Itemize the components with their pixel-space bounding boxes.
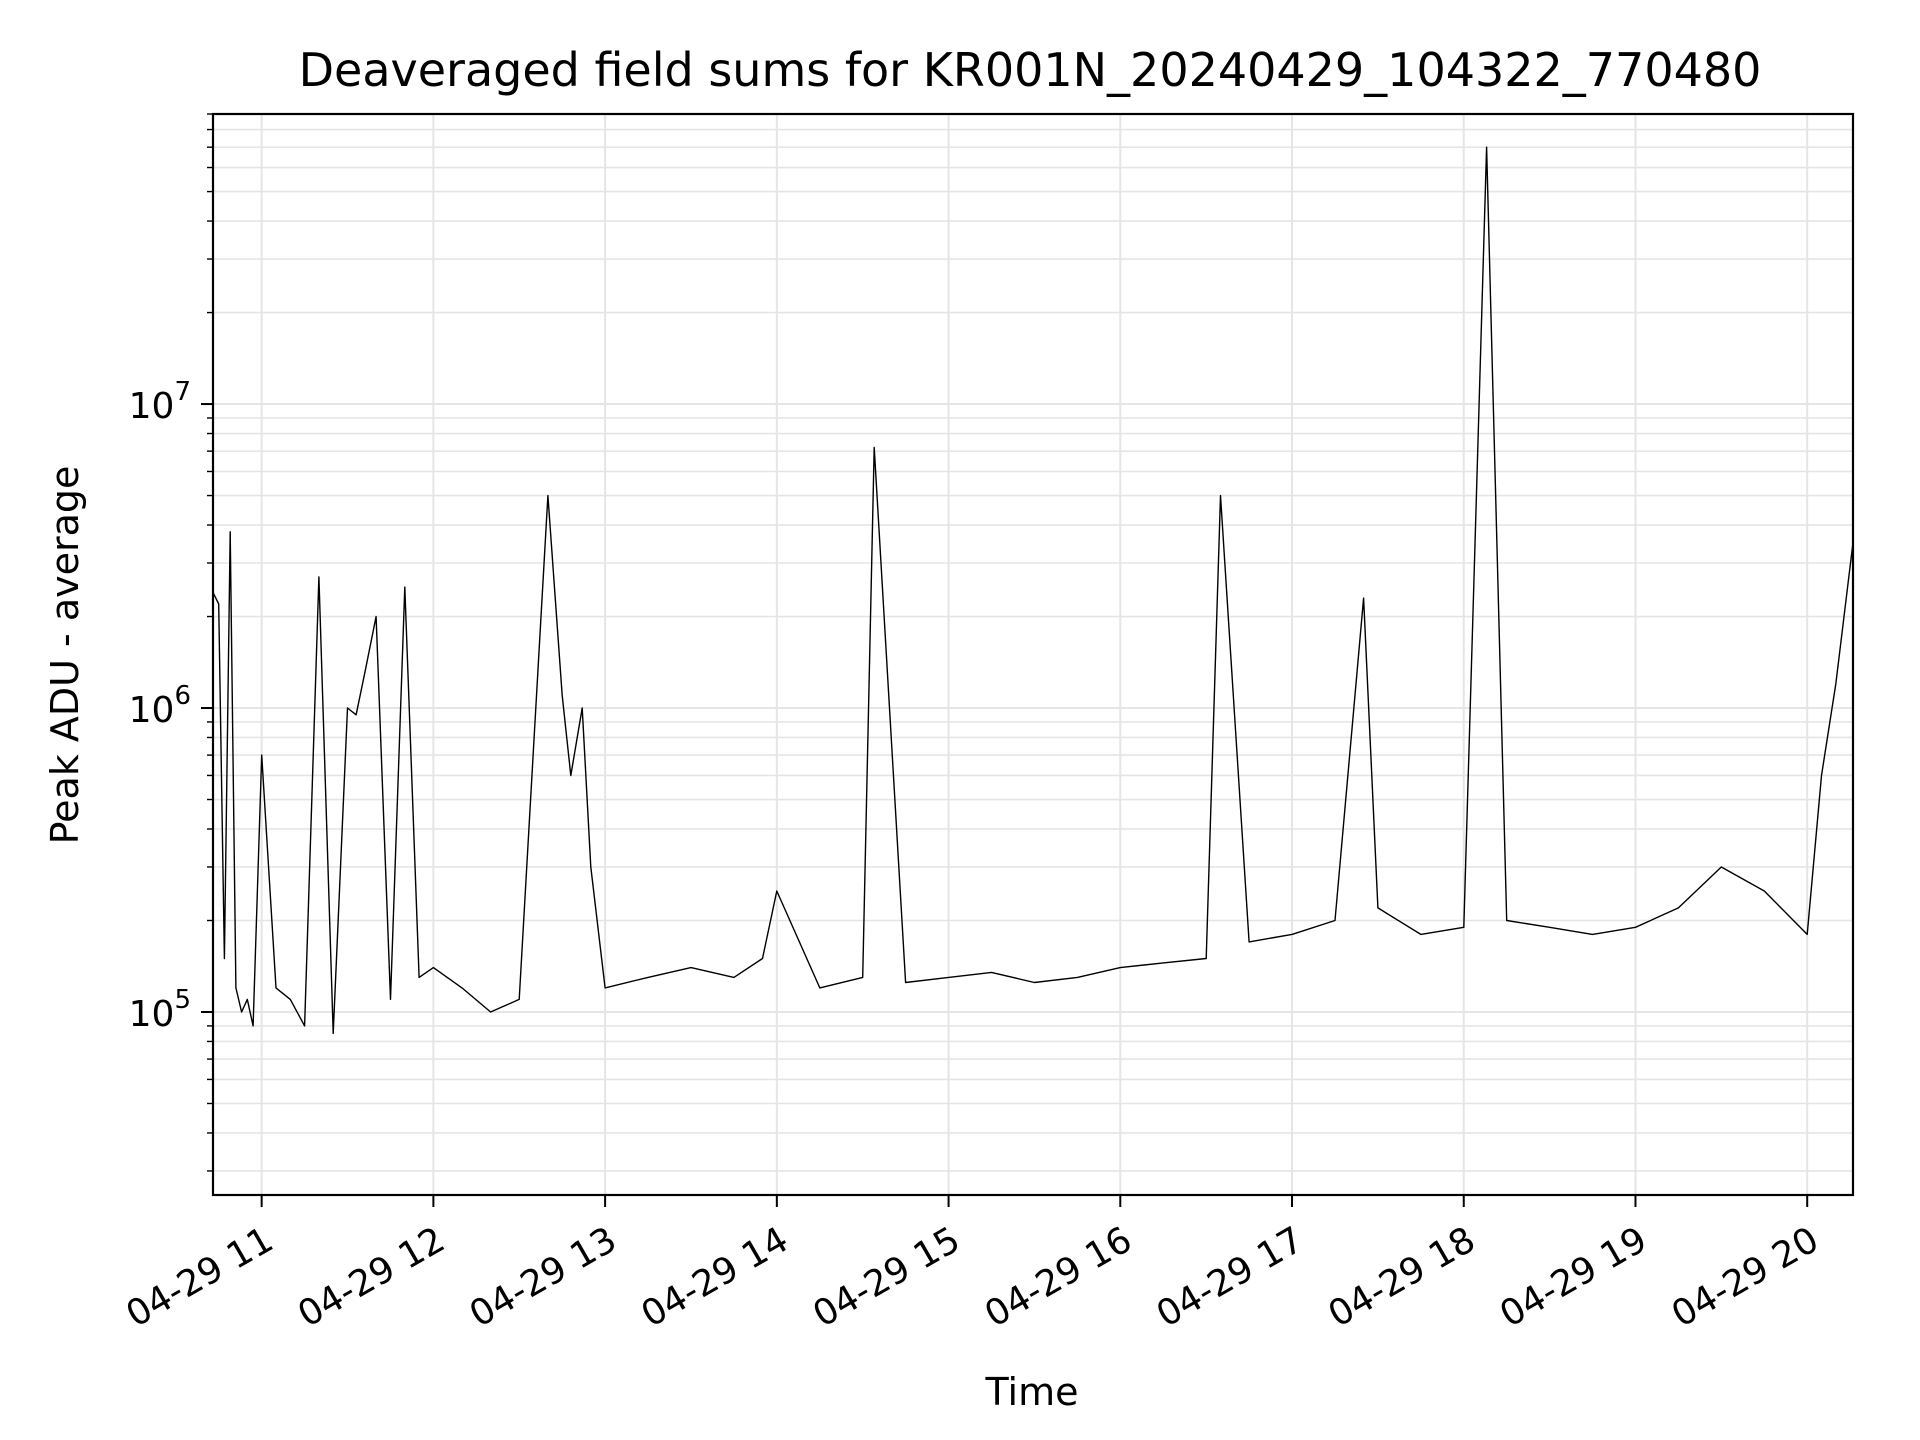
y-axis: 105 106 107: [129, 113, 213, 1172]
y-tick-label: 106: [129, 681, 191, 731]
x-axis-label: Time: [985, 1370, 1079, 1414]
y-tick-label: 105: [129, 985, 191, 1035]
grid: [213, 113, 1853, 1195]
chart-title: Deaveraged field sums for KR001N_2024042…: [299, 43, 1762, 97]
y-tick-label: 107: [129, 377, 191, 427]
y-axis-label: Peak ADU - average: [43, 466, 87, 845]
plot-frame: [211, 112, 1855, 1197]
series-line: [212, 146, 1854, 1035]
